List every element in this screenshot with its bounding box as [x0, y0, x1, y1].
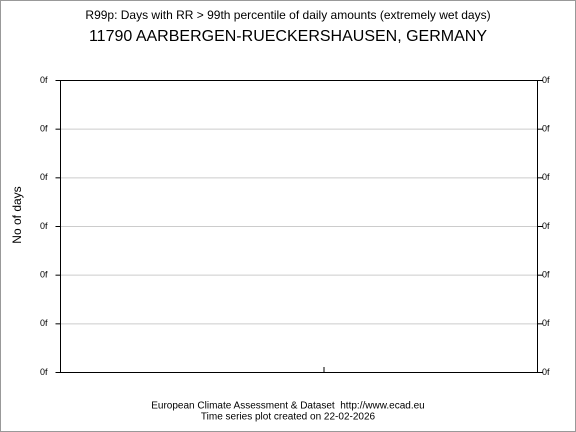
y2-tick-label: 0f [542, 318, 550, 328]
y2-tick-label: 0f [542, 75, 550, 85]
y-tick-label: 0f [40, 172, 48, 182]
chart-title: R99p: Days with RR > 99th percentile of … [85, 8, 490, 22]
y-tick-label: 0f [40, 270, 48, 280]
y-tick-label: 0f [40, 124, 48, 134]
y-axis-label: No of days [10, 186, 24, 243]
footer: Time series plot created on 22-02-2026 [201, 412, 376, 423]
y2-tick-label: 0f [542, 221, 550, 231]
y2-tick-label: 0f [542, 172, 550, 182]
chart-subtitle: 11790 AARBERGEN-RUECKERSHAUSEN, GERMANY [89, 28, 487, 45]
y2-tick-label: 0f [542, 367, 550, 377]
y2-tick-label: 0f [542, 124, 550, 134]
y-tick-label: 0f [40, 221, 48, 231]
y-tick-label: 0f [40, 75, 48, 85]
y-tick-label: 0f [40, 367, 48, 377]
footer: European Climate Assessment & Dataset ht… [151, 401, 424, 412]
y-tick-label: 0f [40, 318, 48, 328]
y2-tick-label: 0f [542, 270, 550, 280]
